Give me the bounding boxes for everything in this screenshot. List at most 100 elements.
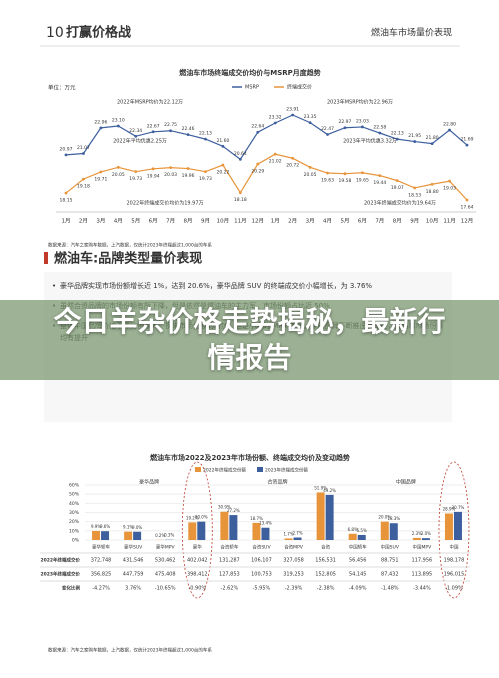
data-label: 19.65 (356, 177, 369, 183)
data-label: 18.15 (60, 198, 73, 204)
page-number: 10 (46, 25, 64, 41)
data-label: 23.32 (269, 114, 282, 120)
point (82, 177, 85, 181)
point (169, 166, 173, 169)
data-label: 22.13 (391, 131, 404, 137)
data-label: 22.75 (164, 122, 177, 128)
bar (348, 533, 357, 540)
legend-label: 2022年终端成交份额 (203, 467, 246, 474)
x-tick-label: 10月 (426, 218, 439, 225)
x-tick-label: 2月 (288, 218, 297, 225)
data-label: 18.3% (387, 516, 400, 521)
annotation: 2023年平均优惠3.32万 (343, 138, 397, 145)
data-label: 2.3% (412, 531, 422, 536)
table-cell: 88,751 (381, 558, 399, 564)
data-label: 19.44 (373, 180, 386, 186)
bar (197, 521, 206, 540)
point (448, 128, 451, 132)
x-tick-label: 6月 (358, 218, 367, 225)
x-tick-label: 8月 (184, 218, 193, 225)
data-label: 19.71 (94, 176, 107, 182)
chart-title: 燃油车市场终端成交价均价与MSRP月度趋势 (178, 68, 321, 77)
table-cell: 87,432 (381, 572, 399, 578)
point (308, 121, 312, 124)
data-label: 19.03 (443, 186, 456, 192)
table-cell: -0.90% (188, 586, 206, 592)
y-tick-label: 20% (69, 519, 80, 525)
x-tick-label: 豪华SUV (124, 544, 143, 551)
bar (252, 522, 261, 540)
group-label: 合资品牌 (267, 479, 287, 486)
point (238, 157, 242, 161)
point (430, 182, 434, 186)
data-label: 19.18 (77, 184, 90, 190)
data-label: 23.35 (304, 114, 317, 120)
bullet-dot: • (52, 282, 57, 290)
table-cell: 530,462 (155, 558, 176, 564)
source-note: 数据来源：汽车之家购车数据，上汽数据，仅统计2023年终端超过1,000台的车系 (48, 647, 212, 654)
table-cell: -10.65% (155, 586, 176, 592)
x-tick-label: 中国SUV (381, 544, 400, 551)
bullet: • 豪华品牌实现市场份额增长近 1%，达到 20.6%，豪华品牌 SUV 的终端成… (52, 282, 373, 290)
table-cell: -2.62% (221, 586, 239, 592)
data-label: 27.2% (227, 508, 240, 513)
x-tick-label: 合资轿车 (220, 544, 238, 551)
bar (220, 511, 229, 540)
table-cell: 127,853 (219, 572, 240, 578)
point (186, 133, 190, 137)
group-label: 中国品牌 (396, 479, 416, 486)
annotation: 2023年终端成交均价为19.64万 (364, 200, 436, 207)
data-label: 20.05 (304, 172, 317, 178)
data-label: 19.63 (321, 178, 334, 184)
data-label: 22.64 (251, 124, 264, 130)
point (326, 133, 329, 136)
chart-title: 燃油车市场2022及2023年市场份额、终端成交均价及变动趋势 (149, 453, 350, 462)
banner: 今日羊杂价格走势揭秘，最新行情报告 (0, 300, 499, 380)
bar (101, 531, 110, 540)
bar (261, 527, 270, 540)
table-cell: 319,253 (283, 572, 304, 578)
data-label: 30.9% (218, 505, 231, 510)
point (99, 126, 103, 130)
table-cell: 475,408 (155, 572, 176, 578)
point (151, 130, 155, 134)
banner-title: 今日羊杂价格走势揭秘，最新行情报告 (53, 305, 446, 374)
x-tick-label: 12月 (252, 218, 265, 225)
x-tick-label: 中国MPV (413, 544, 433, 551)
table-cell: 113,895 (412, 572, 433, 578)
x-tick-label: 1月 (62, 218, 71, 225)
x-tick-label: 合资SUV (252, 544, 271, 551)
point (64, 191, 68, 195)
point (378, 174, 382, 177)
point (256, 162, 260, 166)
data-label: 19.07 (391, 185, 404, 191)
section-title: 燃油车:品牌类型量价表现 (54, 251, 202, 267)
x-tick-label: 豪华 (193, 544, 202, 551)
point (360, 125, 364, 129)
table-cell: 372,748 (91, 558, 112, 564)
data-label: 22.80 (443, 122, 456, 128)
row-header: 变化比例 (62, 585, 80, 592)
table-cell: -2.39% (285, 586, 303, 592)
table-cell: 398,412 (187, 572, 208, 578)
point (116, 165, 120, 169)
table-cell: -4.09% (349, 586, 367, 592)
point (343, 172, 347, 176)
point (291, 113, 295, 117)
highlight-ring (181, 461, 213, 599)
bar (412, 537, 421, 540)
data-label: 1.7% (283, 531, 293, 536)
bar (124, 531, 133, 540)
table-cell: -5.95% (253, 586, 271, 592)
point (465, 198, 469, 202)
x-tick-label: 中国 (449, 544, 458, 551)
point (204, 170, 207, 174)
data-label: 19.73 (129, 176, 142, 182)
point (134, 134, 138, 138)
point (64, 153, 68, 157)
data-label: 2.0% (421, 531, 431, 536)
data-label: 28.9% (443, 507, 456, 512)
legend-swatch (257, 467, 263, 472)
table-cell: 431,546 (123, 558, 144, 564)
point (238, 191, 242, 195)
